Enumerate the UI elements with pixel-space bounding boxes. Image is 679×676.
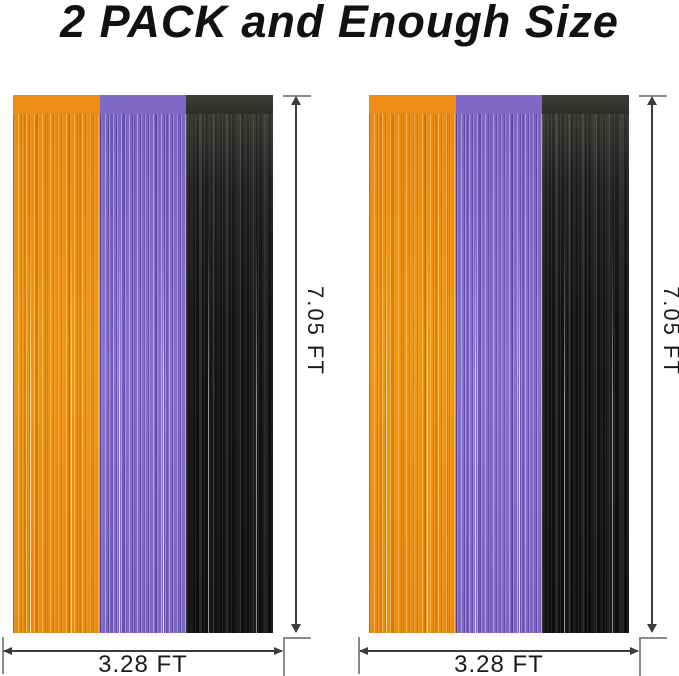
curtain-fringe [542,114,630,633]
product-panel-2: 7.05 FT 3.28 FT [358,95,679,676]
width-label: 3.28 FT [98,651,188,676]
arrowhead-left-icon [3,647,12,655]
curtain-strip-black [186,95,274,633]
page-title: 2 PACK and Enough Size [60,0,619,47]
dimension-line-vertical [651,98,653,624]
curtain-strip-orange [369,95,456,633]
arrowhead-left-icon [359,647,368,655]
extension-line-right [639,637,641,676]
curtain-header-band [99,95,187,115]
height-label: 7.05 FT [303,286,328,376]
dimension-line-horizontal [360,650,638,652]
curtain-strip-purple [99,95,187,633]
fringe-curtain [13,95,274,633]
curtain-fringe [99,114,187,633]
curtain-fringe [369,114,456,633]
fringe-curtain [369,95,630,633]
curtain-header-band [369,95,456,115]
curtain-strip-black [542,95,630,633]
extension-line-left [2,637,4,674]
dimension-line-horizontal [4,650,282,652]
curtain-header-band [13,95,100,115]
curtain-header-band [542,95,630,115]
curtain-header-band [186,95,274,115]
curtain-strip-orange [13,95,100,633]
curtain-header-band [455,95,543,115]
arrowhead-right-icon [274,647,283,655]
width-label: 3.28 FT [454,651,544,676]
arrowhead-up-icon [291,96,301,105]
curtain-fringe [186,114,274,633]
product-panel-1: 7.05 FT 3.28 FT [2,95,328,676]
extension-line-left [358,637,360,674]
curtain-fringe [13,114,100,633]
arrowhead-right-icon [630,647,639,655]
arrowhead-up-icon [647,96,657,105]
height-label: 7.05 FT [659,286,679,376]
dimension-line-vertical [295,98,297,624]
extension-line-right [283,637,285,676]
curtain-fringe [455,114,543,633]
arrowhead-down-icon [291,624,301,633]
dimension-tick-bottom [639,637,667,639]
arrowhead-down-icon [647,624,657,633]
curtain-strip-purple [455,95,543,633]
dimension-tick-bottom [283,637,311,639]
